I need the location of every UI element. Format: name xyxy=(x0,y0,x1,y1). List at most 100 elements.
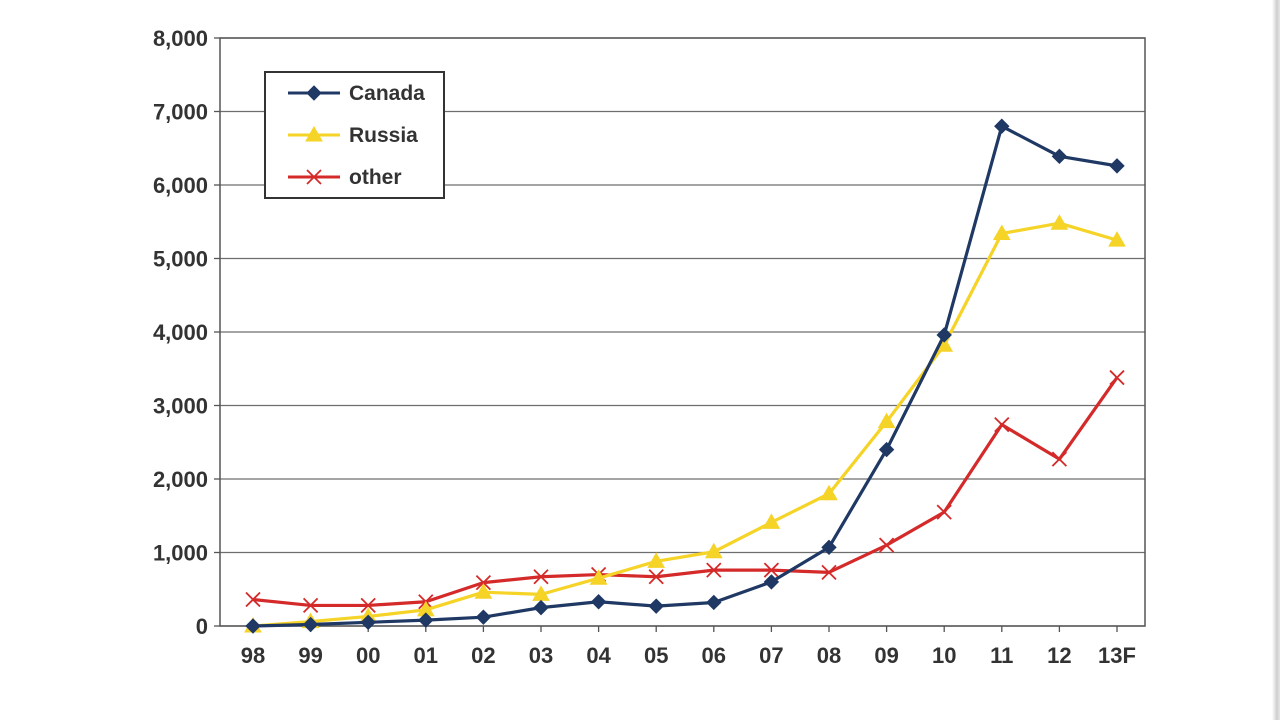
data-point-canada xyxy=(821,539,837,556)
marker-stroke xyxy=(936,504,952,520)
data-point-other xyxy=(1109,369,1125,386)
data-point-canada xyxy=(360,614,376,631)
y-tick-label: 1,000 xyxy=(153,541,208,566)
x-tick-label: 05 xyxy=(644,643,668,668)
series-other xyxy=(245,369,1125,614)
marker-stroke xyxy=(245,591,261,608)
marker-stroke xyxy=(475,574,492,591)
data-point-other xyxy=(648,569,664,585)
data-point-other xyxy=(821,564,837,580)
x-tick-label: 00 xyxy=(356,643,380,668)
marker-stroke xyxy=(1051,451,1068,467)
data-point-canada xyxy=(245,618,261,634)
marker-stroke xyxy=(302,597,319,614)
data-point-canada xyxy=(475,609,492,625)
window-edge xyxy=(1272,0,1280,720)
data-point-russia xyxy=(474,583,493,599)
y-tick-label: 7,000 xyxy=(153,100,208,125)
data-point-other xyxy=(360,597,376,614)
y-tick-label: 6,000 xyxy=(153,173,208,198)
legend-marker-canada xyxy=(306,85,322,101)
data-point-canada xyxy=(936,327,952,343)
y-tick-label: 2,000 xyxy=(153,467,208,492)
x-tick-label: 09 xyxy=(874,643,898,668)
legend: Canada Russia other xyxy=(264,71,445,199)
data-point-canada xyxy=(533,599,549,616)
data-point-canada xyxy=(418,612,434,628)
series-russia xyxy=(244,214,1126,633)
data-point-russia xyxy=(704,542,723,559)
x-tick-label: 04 xyxy=(586,643,611,668)
data-point-canada xyxy=(706,594,722,611)
marker-stroke xyxy=(533,569,549,585)
x-tick-label: 06 xyxy=(702,643,726,668)
marker-stroke xyxy=(1109,369,1125,386)
data-point-canada xyxy=(763,574,780,590)
marker-stroke xyxy=(878,537,895,553)
series-group xyxy=(244,118,1126,634)
series-line-canada xyxy=(252,124,1118,628)
x-tick-label: 11 xyxy=(990,643,1013,668)
x-tick-label: 10 xyxy=(932,643,956,668)
data-point-russia xyxy=(877,412,896,429)
marker-stroke xyxy=(648,569,664,585)
marker-stroke xyxy=(706,562,722,578)
data-point-russia xyxy=(1108,231,1126,247)
legend-marker-russia xyxy=(305,125,323,142)
marker-stroke xyxy=(306,169,322,185)
data-point-canada xyxy=(1051,148,1068,165)
data-point-canada xyxy=(648,598,664,614)
x-tick-label: 99 xyxy=(298,643,322,668)
marker-stroke xyxy=(994,416,1010,433)
legend-item-russia: Russia xyxy=(288,124,418,147)
data-point-other xyxy=(936,504,952,520)
series-line-russia xyxy=(252,221,1118,628)
y-tick-label: 5,000 xyxy=(153,247,208,272)
marker-stroke xyxy=(360,597,376,614)
marker-stroke xyxy=(763,562,780,578)
x-tick-label: 01 xyxy=(414,643,438,668)
x-tick-label: 98 xyxy=(241,643,265,668)
data-point-russia xyxy=(589,569,608,585)
data-point-canada xyxy=(1109,158,1125,174)
x-tick-label: 07 xyxy=(759,643,783,668)
legend-label: Canada xyxy=(349,82,425,105)
series-canada xyxy=(245,118,1125,634)
data-point-russia xyxy=(762,513,781,529)
legend-label: other xyxy=(349,166,402,189)
legend-item-canada: Canada xyxy=(288,82,425,105)
data-point-russia xyxy=(992,224,1011,241)
data-point-other xyxy=(1051,451,1068,467)
legend-marker-other xyxy=(306,169,322,185)
y-tick-label: 8,000 xyxy=(153,26,208,51)
data-point-other xyxy=(245,591,261,608)
x-axis-ticks: 98 99 00 01 02 03 04 05 06 07 08 09 10 11 12 13F xyxy=(241,626,1136,668)
marker-stroke xyxy=(821,564,837,580)
data-point-canada xyxy=(878,441,895,458)
data-point-other xyxy=(302,597,319,614)
data-point-canada xyxy=(590,594,607,610)
data-point-other xyxy=(763,562,780,578)
data-point-russia xyxy=(820,484,838,501)
data-point-other xyxy=(475,574,492,591)
series-line-other xyxy=(252,376,1119,608)
data-point-canada xyxy=(994,118,1010,134)
data-point-russia xyxy=(647,552,666,568)
x-tick-label: 12 xyxy=(1047,643,1071,668)
data-point-canada xyxy=(302,616,319,633)
data-point-russia xyxy=(1050,214,1069,230)
x-tick-label: 13F xyxy=(1098,643,1136,668)
data-point-other xyxy=(994,416,1010,433)
y-tick-label: 3,000 xyxy=(153,394,208,419)
y-tick-label: 4,000 xyxy=(153,320,208,345)
x-tick-label: 02 xyxy=(471,643,495,668)
y-tick-label: 0 xyxy=(196,614,208,639)
data-point-other xyxy=(706,562,722,578)
legend-item-other: other xyxy=(288,166,402,189)
x-tick-label: 08 xyxy=(817,643,841,668)
data-point-other xyxy=(878,537,895,553)
x-tick-label: 03 xyxy=(529,643,553,668)
legend-label: Russia xyxy=(349,124,418,147)
y-axis-ticks: 0 1,000 2,000 3,000 4,000 5,000 6,000 7,000 8,00… xyxy=(153,26,220,639)
